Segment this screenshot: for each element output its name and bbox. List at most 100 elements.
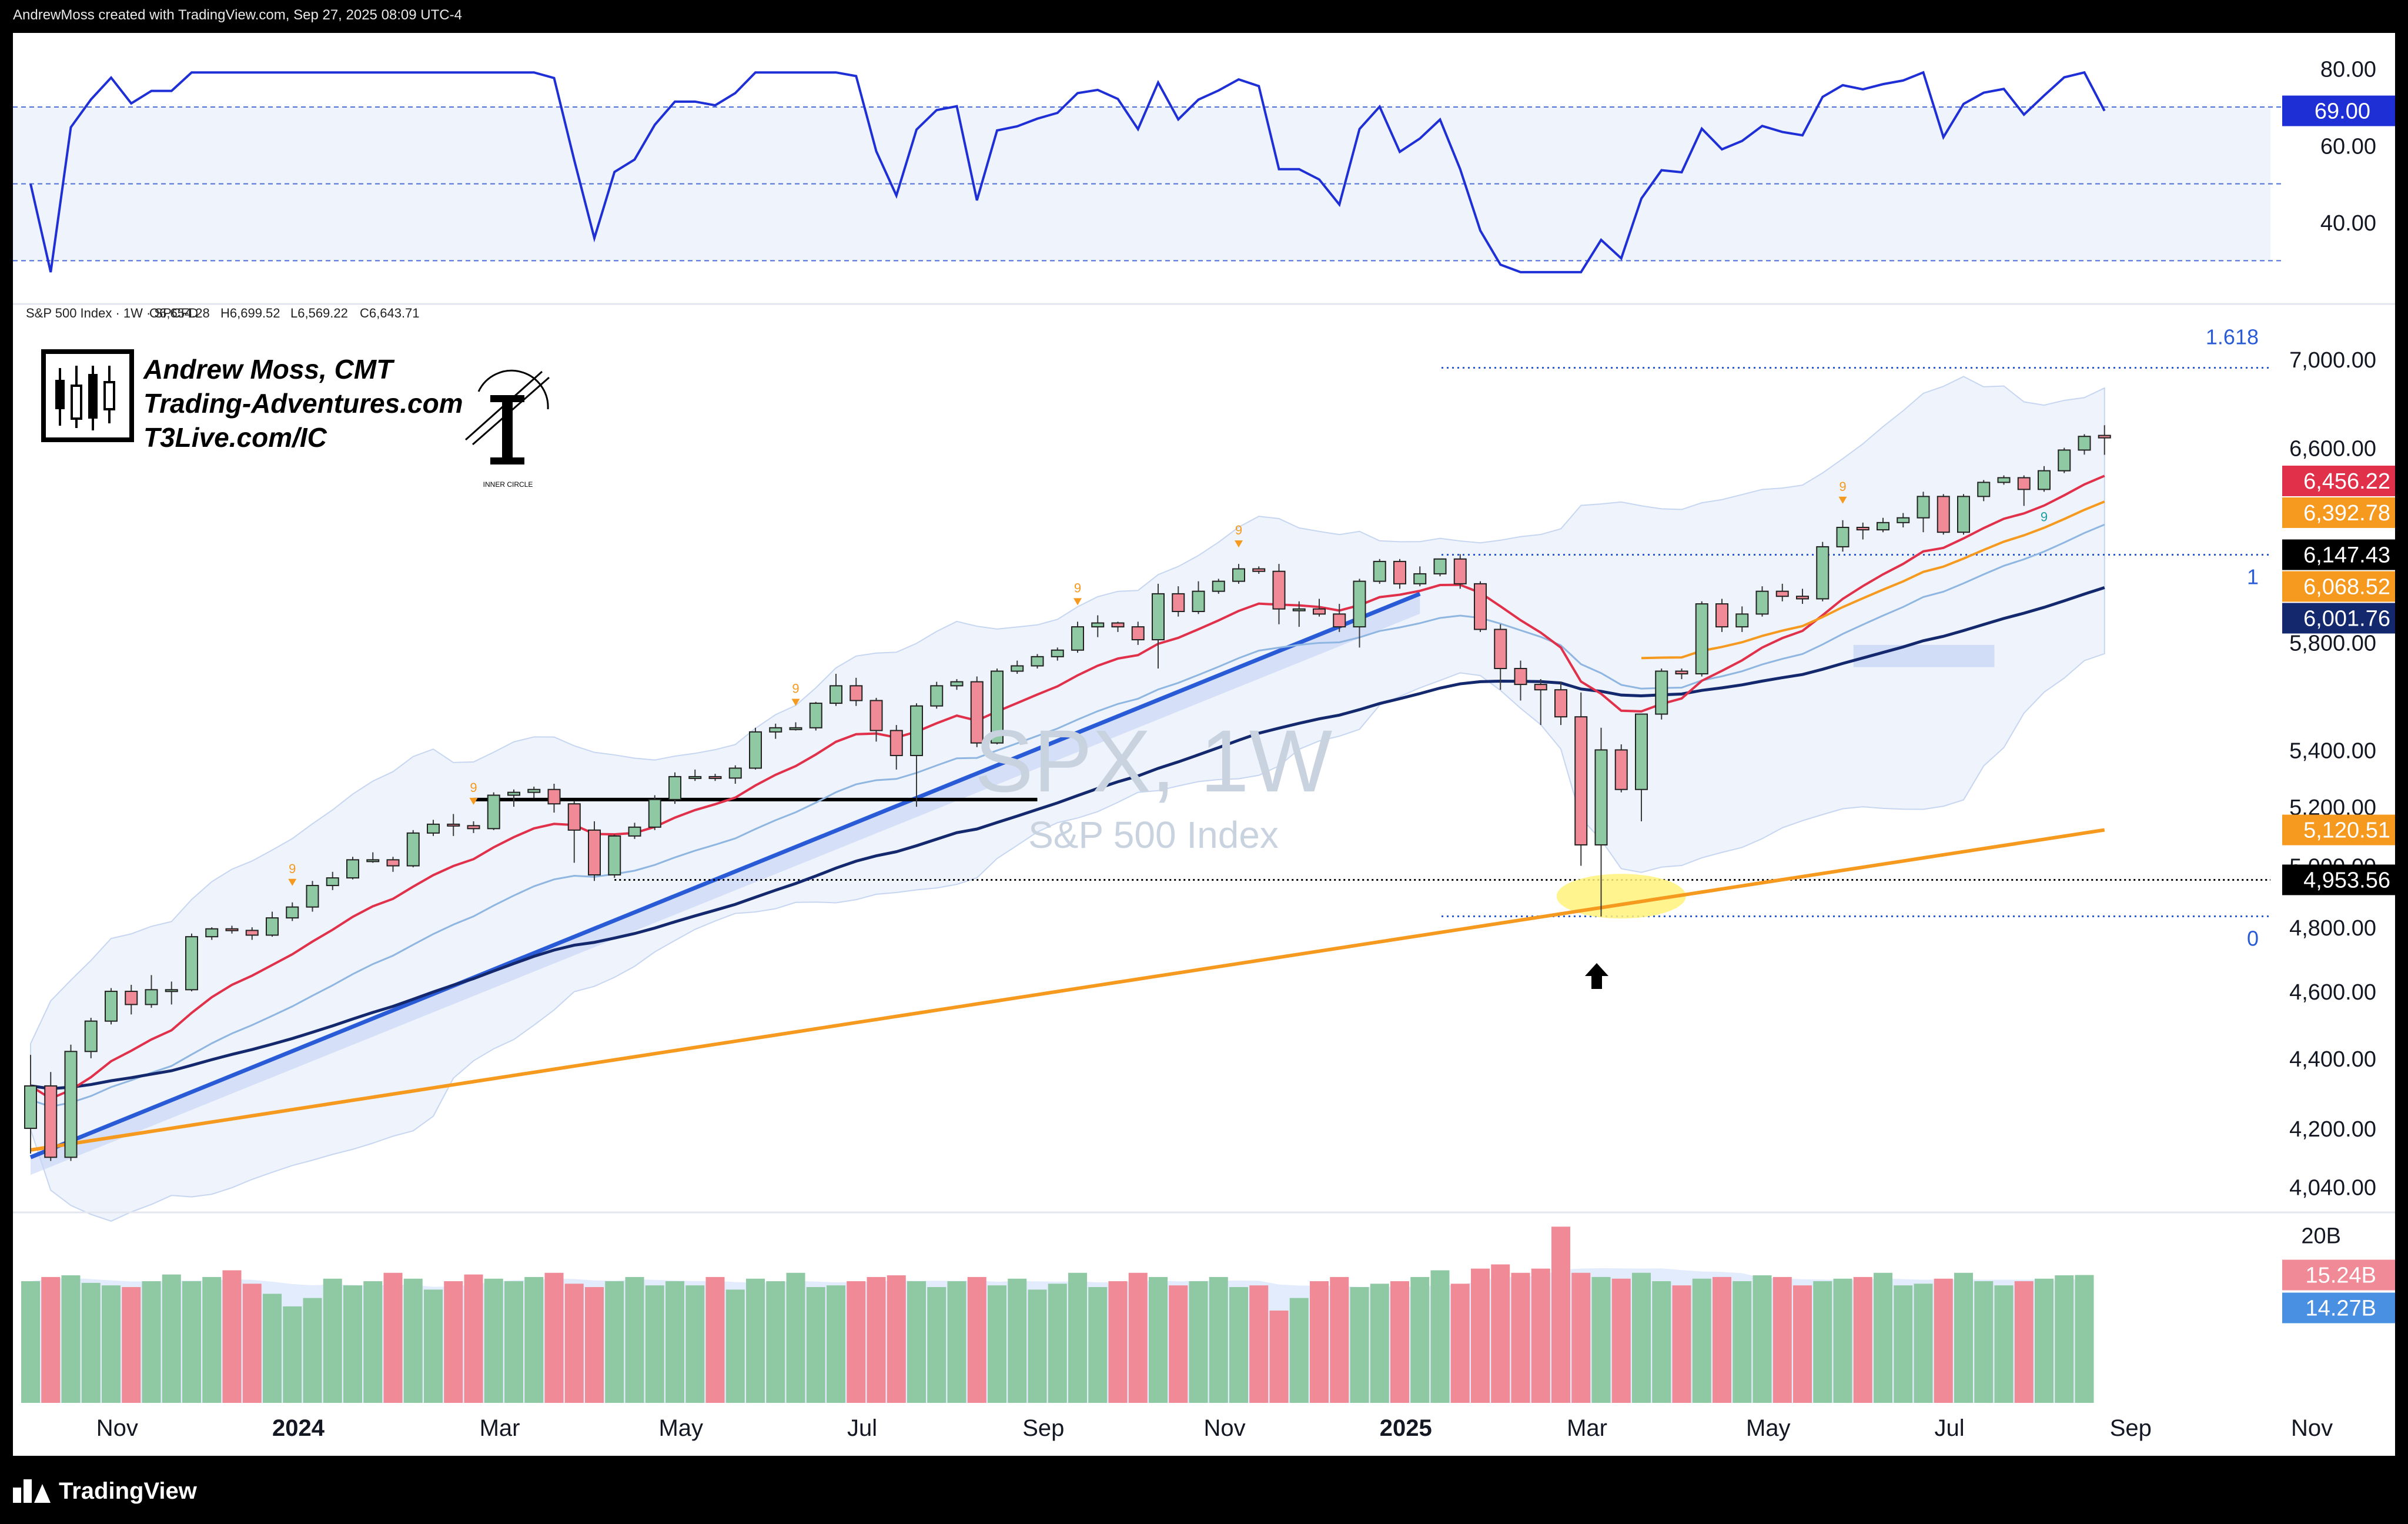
volume-bar	[1914, 1284, 1933, 1403]
td-setup-count: 9	[1074, 580, 1081, 595]
candle-body	[1957, 496, 1970, 533]
volume-bar	[1209, 1276, 1228, 1403]
time-tick-label: Mar	[1567, 1415, 1607, 1441]
candle-body	[165, 989, 178, 992]
price-label-text: 4,953.56	[2303, 868, 2390, 893]
candle-body	[930, 685, 944, 707]
candle-body	[1836, 526, 1850, 547]
candle-body	[1755, 590, 1769, 615]
volume-bar	[806, 1287, 825, 1403]
rsi-tick-label: 60.00	[2320, 134, 2376, 159]
volume-bar	[484, 1278, 503, 1403]
price-label-text: 5,120.51	[2303, 818, 2390, 843]
candle-body	[2017, 477, 2031, 490]
header-bar: AndrewMoss created with TradingView.com,…	[0, 0, 2408, 33]
chart-canvas[interactable]: 80.00 60.00 40.00 69.00 1.618 1 0 9 9 9 9 9 9 9 7,000…	[13, 33, 2395, 1456]
candle-body	[648, 798, 661, 828]
volume-bar	[665, 1281, 684, 1403]
volume-bar	[1551, 1226, 1570, 1403]
volume-bar	[1591, 1276, 1611, 1403]
candle-body	[850, 685, 863, 701]
td-setup-marker	[1838, 496, 1847, 504]
tradingview-logo[interactable]: TradingView	[13, 1475, 197, 1508]
watermark-name: S&P 500 Index	[1028, 814, 1279, 856]
price-label-text: 6,147.43	[2303, 543, 2390, 567]
candle-body	[991, 670, 1004, 744]
candle-body	[1856, 526, 1869, 531]
candle-body	[185, 936, 198, 991]
volume-bar	[504, 1281, 523, 1403]
rsi-tick-label: 40.00	[2320, 211, 2376, 236]
time-tick-label: Nov	[96, 1415, 138, 1441]
fib-label-1618: 1.618	[2206, 325, 2259, 349]
candle-body	[386, 859, 400, 867]
price-label-box	[2282, 465, 2395, 496]
volume-bar	[1289, 1298, 1309, 1403]
volume-bar	[786, 1272, 805, 1403]
volume-bar	[1652, 1281, 1671, 1403]
price-label-box	[2282, 603, 2395, 634]
volume-bar	[182, 1281, 201, 1403]
candle-body	[1897, 517, 1910, 523]
volume-bar	[283, 1306, 302, 1403]
time-tick-label: 2024	[272, 1415, 325, 1441]
candle-body	[950, 681, 964, 687]
price-label-box	[2282, 539, 2395, 570]
candle-body	[1353, 580, 1366, 628]
volume-bar	[2035, 1278, 2054, 1403]
volume-bar	[242, 1284, 262, 1403]
time-tick-label: 2025	[1380, 1415, 1432, 1441]
candle-body	[1272, 570, 1286, 610]
volume-bar	[61, 1275, 81, 1403]
td-setup-marker	[1073, 598, 1082, 606]
candle-body	[487, 794, 500, 830]
highlight-ellipse	[1556, 874, 1686, 919]
candle-body	[1534, 684, 1547, 691]
volume-pane[interactable]: 20B 15.24B 14.27B	[13, 1211, 2395, 1403]
candle-body	[608, 835, 621, 875]
candle-body	[125, 991, 138, 1005]
rsi-line	[29, 71, 2106, 273]
rsi-pane[interactable]: 80.00 60.00 40.00 69.00	[13, 58, 2395, 273]
candle-body	[346, 859, 359, 879]
volume-bar	[847, 1281, 866, 1403]
candle-body	[1373, 560, 1386, 582]
ema-orange-line	[1641, 500, 2105, 660]
volume-bar	[1571, 1272, 1591, 1403]
volume-bar	[1269, 1311, 1289, 1403]
volume-bar	[746, 1278, 765, 1403]
volume-bar	[323, 1278, 342, 1403]
candle-body	[286, 906, 299, 919]
volume-label-box	[2282, 1292, 2395, 1324]
candle-body	[1715, 603, 1728, 628]
volume-bar	[2055, 1275, 2074, 1403]
ma-200-line	[30, 828, 2105, 1152]
candle-body	[366, 859, 380, 863]
volume-bar	[2014, 1281, 2034, 1403]
volume-bar	[685, 1285, 705, 1403]
volume-bar	[1128, 1272, 1148, 1403]
candle-body	[1292, 608, 1306, 611]
candle-body	[809, 703, 822, 728]
candle-body	[749, 731, 762, 769]
trend-channel	[31, 593, 1420, 1175]
td-setup-marker	[791, 698, 800, 706]
volume-bar	[424, 1289, 443, 1403]
candle-body	[1877, 522, 1889, 531]
volume-bar	[1350, 1287, 1369, 1403]
trendline	[29, 591, 1421, 1159]
volume-bar	[564, 1284, 584, 1403]
volume-bar	[766, 1281, 785, 1403]
watermark-symbol: SPX, 1W	[975, 711, 1333, 810]
legend-high: H6,699.52	[220, 306, 280, 320]
volume-bar	[1249, 1285, 1269, 1403]
candle-body	[1031, 656, 1044, 667]
candle-body	[1574, 716, 1588, 845]
inner-circle-text: INNER CIRCLE	[483, 480, 533, 489]
candle-body	[1333, 613, 1346, 628]
volume-bar	[1833, 1278, 1852, 1403]
ema-red-line	[29, 474, 2105, 1100]
candle-body	[1977, 482, 1991, 497]
rsi-tick-label: 80.00	[2320, 58, 2376, 82]
price-pane[interactable]: 1.618 1 0 9 9 9 9 9 9 9 7,000.00 6,600.00 5,800.00 5,…	[13, 303, 2395, 1222]
